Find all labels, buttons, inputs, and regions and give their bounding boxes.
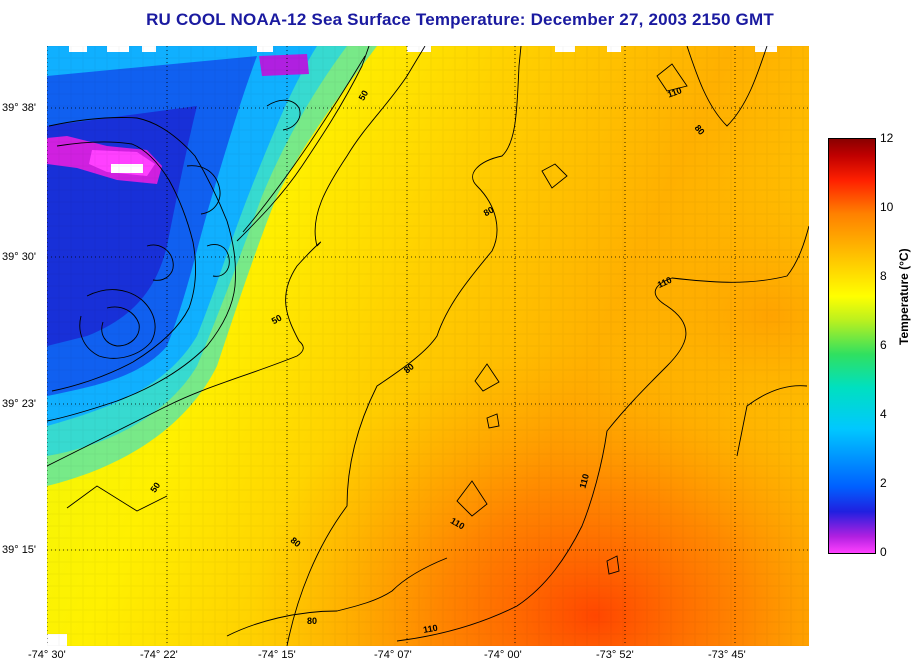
contour-50-south (66, 485, 168, 512)
latitude-label: 39° 23' (2, 398, 37, 410)
contour-110-north (656, 63, 688, 92)
longitude-label: -74° 00' (484, 649, 522, 661)
contour-110-box (606, 555, 620, 575)
temperature-colorbar (828, 138, 876, 554)
colorbar-tick: 2 (880, 476, 887, 490)
contour-50-upper (314, 46, 426, 247)
longitude-label: -73° 45' (708, 649, 746, 661)
contour-110-east (736, 385, 808, 457)
latitude-label: 39° 38' (2, 102, 37, 114)
contour-80-box1 (541, 163, 568, 189)
contour-80-south (226, 557, 448, 637)
coastline (47, 46, 370, 422)
contours (47, 46, 809, 646)
colorbar-tick: 0 (880, 545, 887, 559)
contour-110-small (456, 480, 488, 517)
colorbar-tick: 8 (880, 269, 887, 283)
graticule (47, 46, 809, 646)
contour-label: 80 (289, 535, 303, 549)
colorbar-label: Temperature (°C) (897, 248, 911, 345)
colorbar-tick: 6 (880, 338, 887, 352)
contour-110-main (396, 225, 809, 642)
contour-80-east (686, 46, 768, 127)
latitude-label: 39° 30' (2, 251, 37, 263)
colorbar-tick: 12 (880, 131, 894, 145)
contour-label: 80 (482, 205, 496, 219)
map-title: RU COOL NOAA-12 Sea Surface Temperature:… (146, 10, 774, 29)
contour-80-main (286, 46, 522, 646)
contour-label: 80 (693, 123, 707, 137)
contour-label: 110 (578, 473, 591, 490)
colorbar-tick: 4 (880, 407, 887, 421)
contour-80-box3 (486, 413, 500, 429)
longitude-label: -74° 07' (374, 649, 412, 661)
contour-label: 50 (357, 89, 371, 103)
longitude-label: -73° 52' (596, 649, 634, 661)
contour-label: 80 (402, 361, 416, 375)
contour-label: 110 (666, 85, 683, 99)
contour-label: 50 (148, 480, 162, 494)
contour-50-mid (285, 241, 322, 342)
contour-label: 110 (422, 623, 438, 635)
longitude-label: -74° 30' (28, 649, 66, 661)
pixel-texture (47, 46, 809, 646)
contour-label: 50 (270, 313, 284, 327)
longitude-label: -74° 15' (258, 649, 296, 661)
colorbar-tick: 10 (880, 200, 894, 214)
contour-label: 80 (307, 616, 317, 626)
sst-map: 50 50 50 80 80 80 80 80 110 110 110 110 … (47, 46, 809, 646)
contour-80-box2 (474, 363, 500, 392)
contour-50-lower (47, 340, 304, 467)
latitude-label: 39° 15' (2, 544, 37, 556)
longitude-label: -74° 22' (140, 649, 178, 661)
